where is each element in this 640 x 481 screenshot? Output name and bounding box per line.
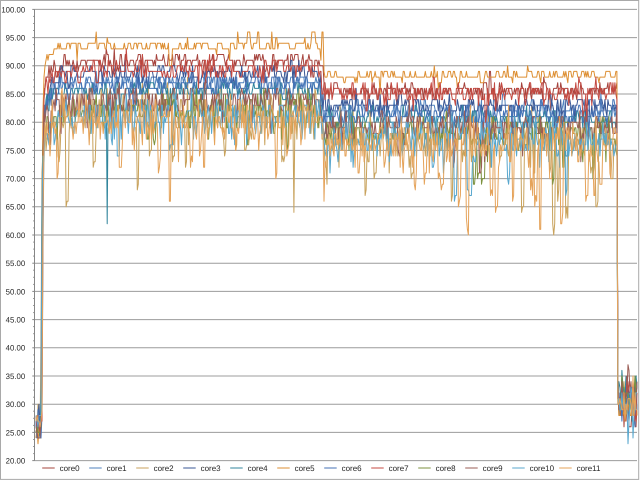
svg-text:60.00: 60.00 [6,231,26,240]
svg-text:65.00: 65.00 [6,203,26,212]
svg-text:25.00: 25.00 [6,428,26,437]
svg-text:core5: core5 [295,464,316,473]
svg-text:90.00: 90.00 [6,62,26,71]
svg-text:core6: core6 [342,464,363,473]
svg-text:core9: core9 [483,464,504,473]
svg-text:core7: core7 [389,464,410,473]
svg-text:core1: core1 [107,464,128,473]
svg-text:core4: core4 [248,464,269,473]
svg-text:40.00: 40.00 [6,344,26,353]
svg-text:50.00: 50.00 [6,287,26,296]
svg-text:70.00: 70.00 [6,175,26,184]
svg-text:core11: core11 [577,464,601,473]
svg-text:85.00: 85.00 [6,90,26,99]
svg-text:core8: core8 [436,464,457,473]
svg-text:core0: core0 [60,464,81,473]
svg-text:30.00: 30.00 [6,400,26,409]
svg-text:35.00: 35.00 [6,372,26,381]
svg-text:20.00: 20.00 [6,457,26,466]
svg-text:75.00: 75.00 [6,146,26,155]
svg-text:80.00: 80.00 [6,118,26,127]
svg-text:core3: core3 [201,464,222,473]
svg-text:core10: core10 [530,464,555,473]
svg-text:45.00: 45.00 [6,316,26,325]
svg-text:95.00: 95.00 [6,34,26,43]
svg-text:core2: core2 [154,464,175,473]
svg-text:100.00: 100.00 [1,5,26,14]
svg-text:55.00: 55.00 [6,259,26,268]
